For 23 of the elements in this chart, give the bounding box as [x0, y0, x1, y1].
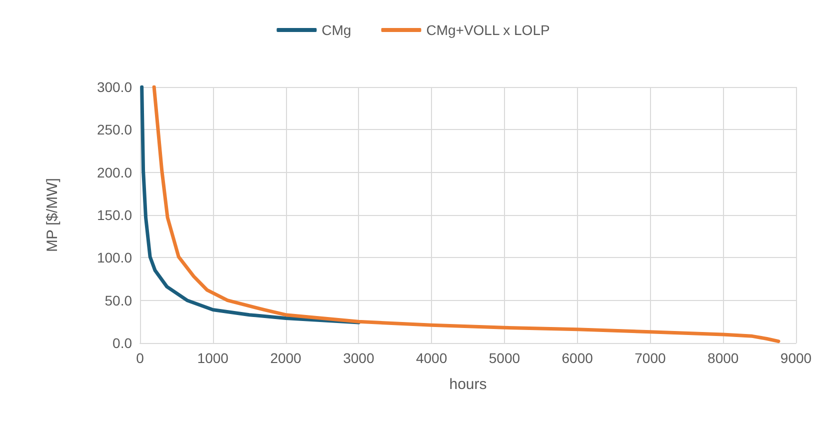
x-tick-label: 9000 [780, 350, 812, 366]
x-tick-label: 3000 [343, 350, 374, 366]
line-series [152, 85, 780, 344]
x-tick-label: 5000 [488, 350, 520, 366]
x-tick-label: 2000 [270, 350, 302, 366]
legend-label: CMg [322, 22, 352, 38]
y-tick-label: 300.0 [96, 79, 132, 95]
y-tick-label: 100.0 [96, 250, 132, 266]
x-tick-label: 1000 [197, 350, 229, 366]
y-tick-label: 200.0 [96, 164, 132, 180]
y-tick-label: 150.0 [96, 207, 132, 223]
x-tick-label: 4000 [416, 350, 448, 366]
x-tick-label: 7000 [634, 350, 666, 366]
y-axis-title: MP [$/MW] [44, 178, 61, 252]
x-tick-label: 0 [136, 350, 144, 366]
x-tick-label: 8000 [708, 350, 739, 366]
x-axis-title: hours [449, 376, 487, 393]
legend-label: CMg+VOLL x LOLP [426, 22, 550, 38]
y-tick-label: 0.0 [112, 335, 132, 351]
line-series [140, 85, 360, 324]
x-tick-label: 6000 [562, 350, 594, 366]
y-tick-label: 250.0 [96, 122, 132, 138]
y-tick-label: 50.0 [104, 292, 132, 308]
